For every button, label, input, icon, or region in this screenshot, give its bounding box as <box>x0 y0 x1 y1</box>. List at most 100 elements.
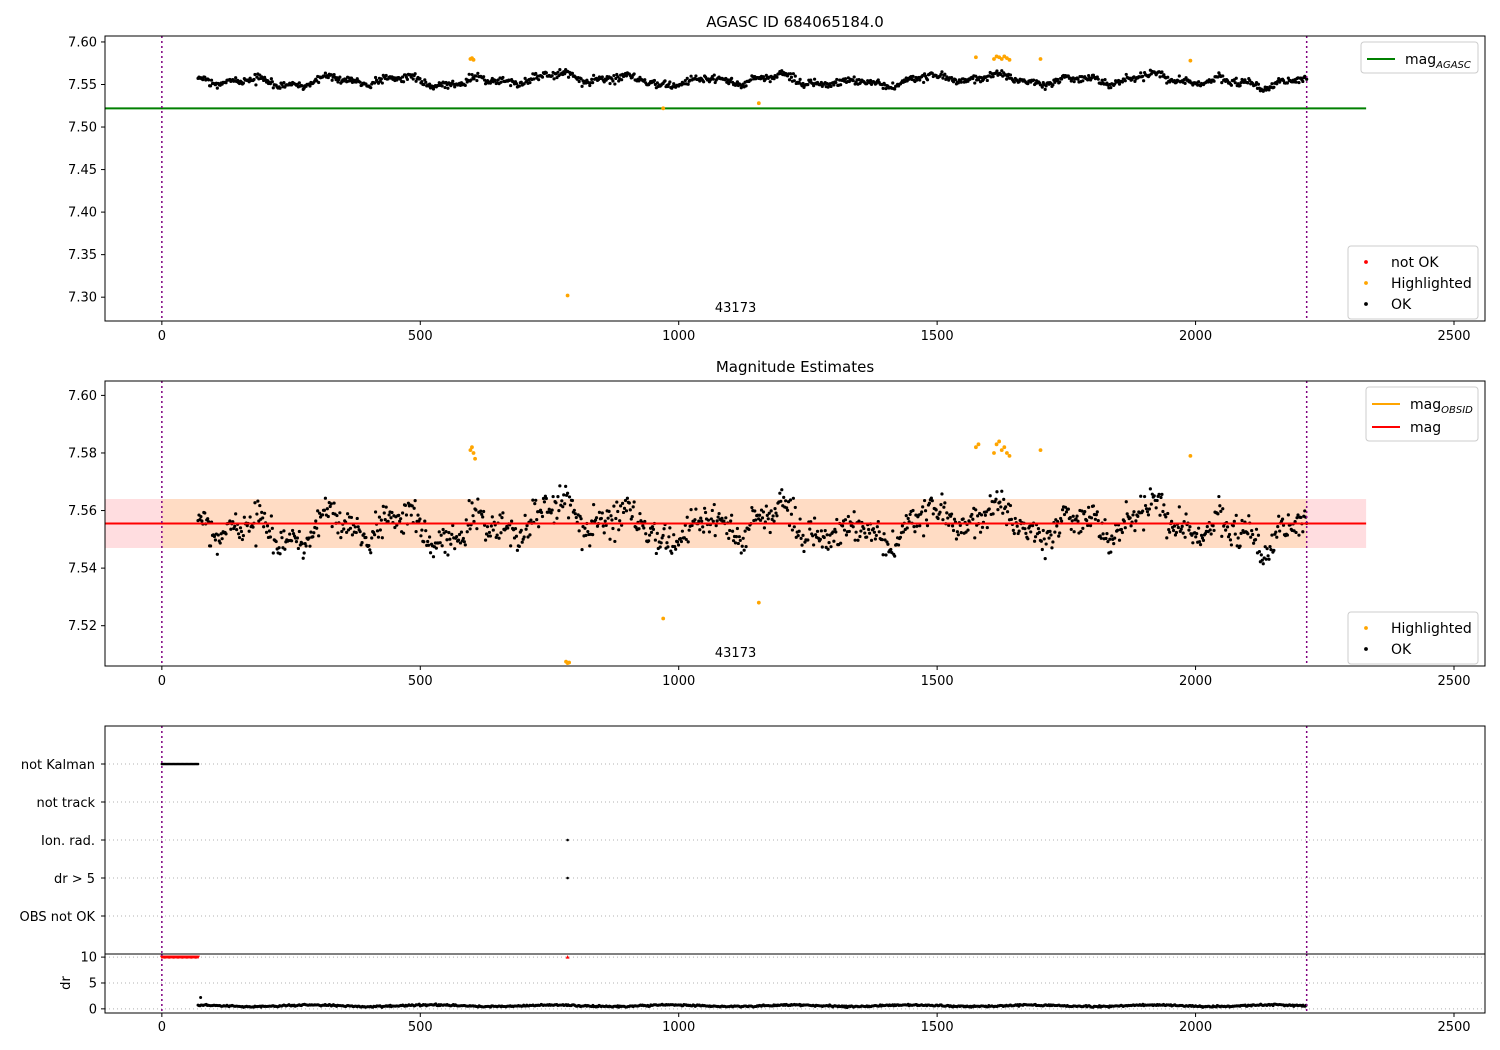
ok-point <box>785 506 789 510</box>
ok-point <box>1158 513 1162 517</box>
ok-point <box>1113 536 1117 540</box>
ok-point <box>290 539 294 543</box>
ok-point <box>1042 537 1046 541</box>
ok-point <box>463 83 467 88</box>
ok-point <box>1074 517 1078 521</box>
ok-point <box>1017 529 1021 533</box>
ok-point <box>340 529 344 534</box>
ok-point <box>550 508 554 512</box>
ok-point <box>420 79 424 84</box>
ok-point <box>1069 527 1073 532</box>
ok-point <box>1044 84 1048 88</box>
ok-point <box>873 537 877 541</box>
ok-point <box>689 74 693 78</box>
ok-point <box>1122 519 1126 523</box>
ok-point <box>797 529 801 533</box>
ok-point <box>595 524 600 528</box>
ok-point <box>1083 509 1087 514</box>
x-tick-label: 500 <box>408 1020 433 1035</box>
ok-point <box>784 499 788 503</box>
ok-point <box>954 537 959 541</box>
y-tick-label: 7.52 <box>68 619 97 634</box>
ok-point <box>422 83 426 87</box>
ok-point <box>744 544 748 549</box>
ok-point <box>659 541 663 545</box>
ok-point <box>829 84 833 89</box>
ok-point <box>1173 533 1178 537</box>
ok-point <box>959 80 963 84</box>
ok-point <box>823 529 827 533</box>
axes-frame <box>104 953 1486 1014</box>
ok-point <box>544 71 548 75</box>
ok-point <box>1217 494 1221 499</box>
ok-point <box>831 530 835 534</box>
ok-point <box>683 78 687 83</box>
ok-point <box>766 517 770 521</box>
ok-point <box>216 533 220 537</box>
ok-point <box>844 533 849 537</box>
ok-point <box>1225 79 1230 83</box>
ok-point <box>207 78 211 82</box>
ok-point <box>728 528 732 533</box>
ok-point <box>592 73 596 77</box>
ok-point <box>654 551 658 556</box>
ok-point <box>851 78 855 83</box>
y-tick-label: 7.45 <box>68 163 97 178</box>
ok-point <box>629 517 633 521</box>
ok-point <box>765 513 769 517</box>
ok-point <box>443 550 447 554</box>
ok-point <box>447 530 451 535</box>
ok-point <box>206 517 210 521</box>
ok-point <box>1272 548 1276 552</box>
ok-point <box>445 538 449 542</box>
ok-point <box>985 525 989 530</box>
ok-point <box>1218 504 1222 508</box>
highlighted-point <box>1007 57 1012 62</box>
ok-point <box>337 77 341 82</box>
ok-point <box>713 80 717 85</box>
ok-point <box>566 516 571 520</box>
ok-point <box>368 548 372 552</box>
y-tick-label: 7.55 <box>68 78 97 93</box>
ok-point <box>918 524 922 528</box>
ok-point <box>813 533 818 537</box>
ok-point <box>443 85 447 90</box>
ok-point <box>1002 497 1006 501</box>
ok-point <box>1212 79 1216 83</box>
ok-point <box>1058 531 1062 535</box>
ok-point <box>661 533 665 538</box>
ok-point <box>375 529 380 533</box>
ok-point <box>547 507 551 511</box>
ok-point <box>403 503 408 508</box>
ok-point <box>1275 535 1279 539</box>
ok-point <box>264 530 269 534</box>
ok-point <box>537 525 541 529</box>
ok-point <box>623 498 628 503</box>
ok-point <box>297 529 301 534</box>
ok-point <box>1240 77 1244 82</box>
ok-point <box>476 497 480 501</box>
ok-point <box>482 75 486 79</box>
ok-point <box>1125 512 1129 516</box>
ok-point <box>451 523 455 528</box>
ok-point <box>401 531 406 535</box>
ok-point <box>412 506 416 510</box>
ok-point <box>1016 531 1020 536</box>
ok-point <box>874 533 878 538</box>
ok-point <box>1131 513 1135 517</box>
ok-point <box>522 82 526 86</box>
ok-point <box>506 526 510 530</box>
x-tick-label: 500 <box>408 329 433 344</box>
ok-point <box>1158 75 1162 79</box>
ok-point <box>260 510 264 514</box>
ok-point <box>277 546 281 550</box>
ok-point <box>203 511 207 515</box>
ok-point <box>951 80 956 84</box>
ok-point <box>668 526 672 530</box>
ok-point <box>426 539 430 544</box>
ok-point <box>1026 82 1030 86</box>
y-tick-label: 0 <box>89 1002 97 1017</box>
ok-point <box>603 519 607 523</box>
ok-point <box>562 493 566 497</box>
ok-point <box>952 517 957 521</box>
